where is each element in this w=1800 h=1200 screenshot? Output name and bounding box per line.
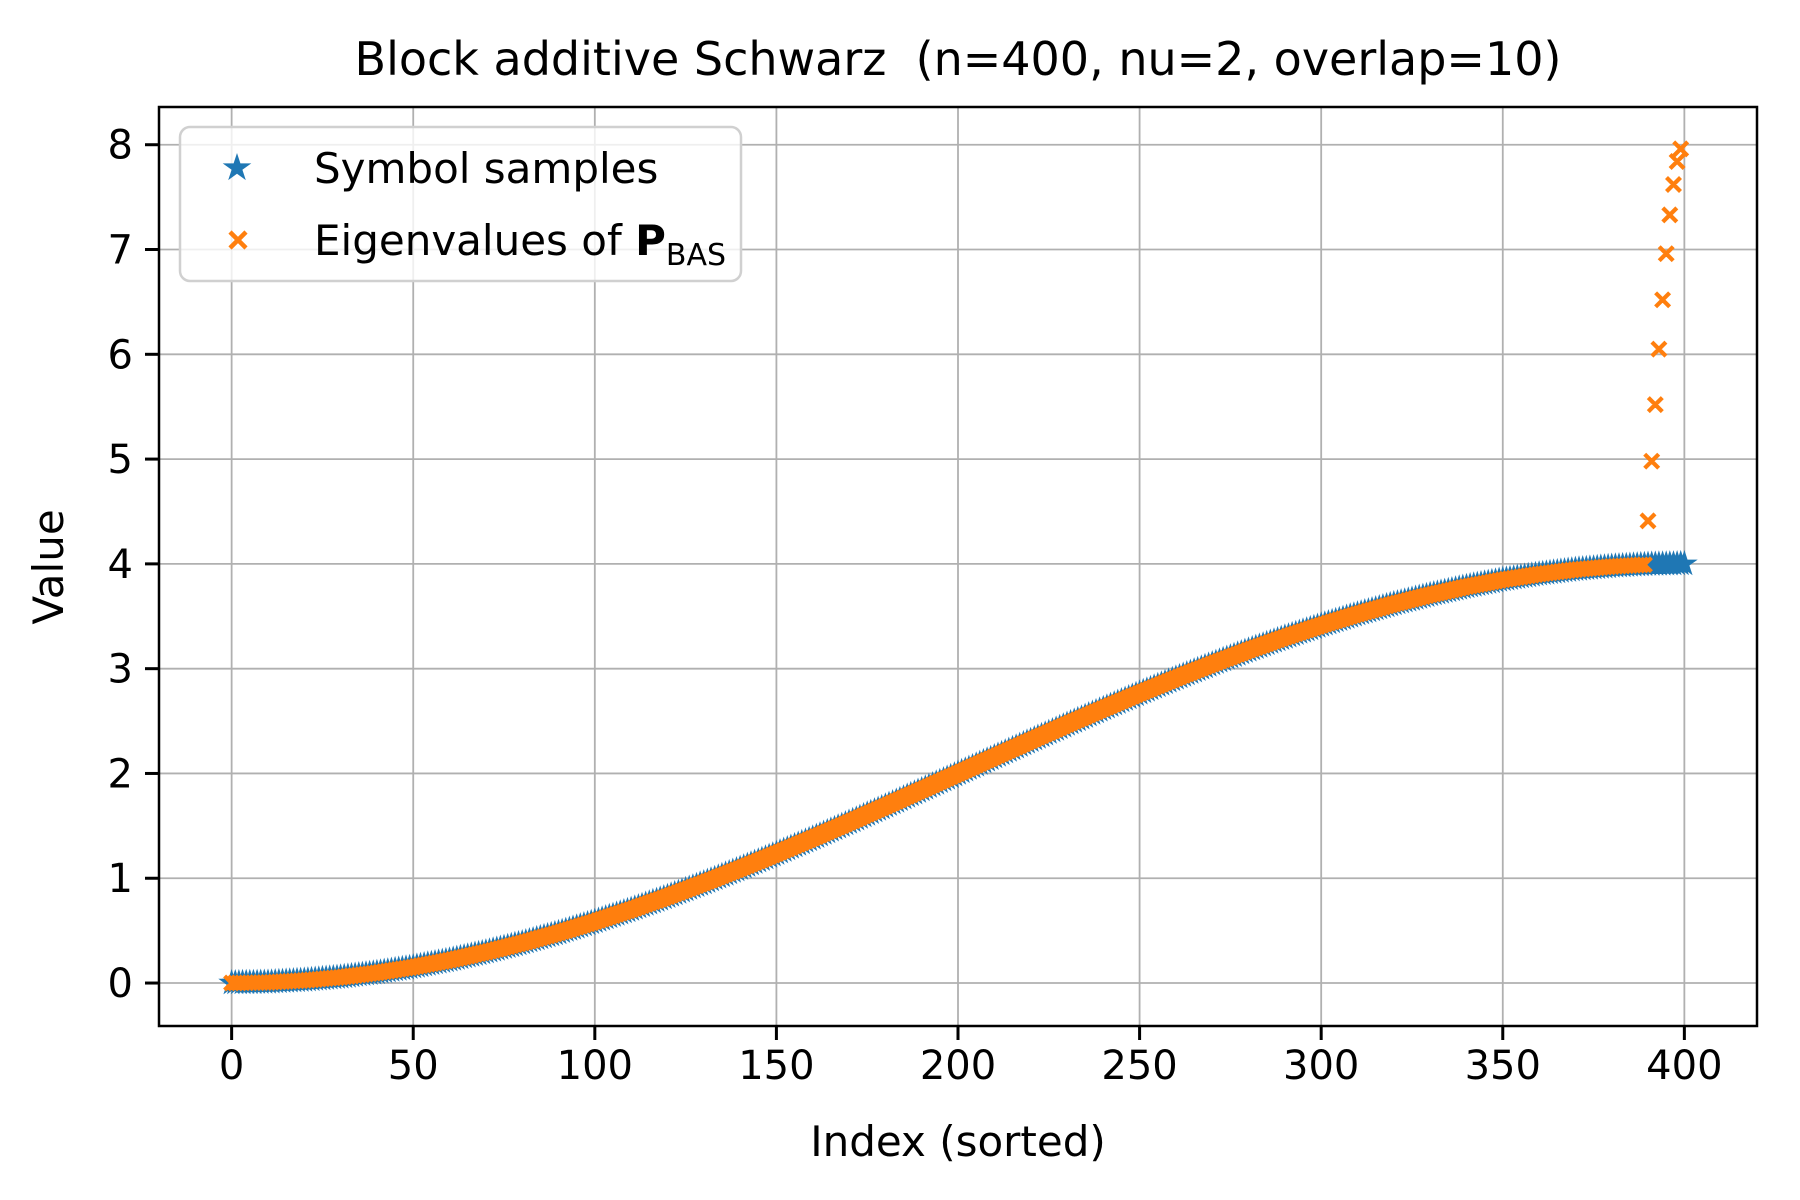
y-tick-label: 0 (108, 961, 133, 1007)
x-tick-label: 250 (1101, 1043, 1177, 1089)
x-tick-label: 150 (738, 1043, 814, 1089)
x-tick-label: 400 (1646, 1043, 1722, 1089)
y-axis-label: Value (24, 509, 73, 624)
legend-label-eigenvalues: Eigenvalues of PBAS (314, 216, 726, 273)
y-tick-label: 6 (108, 332, 133, 378)
axis-ticks: 0 50 100 150 200 250 300 350 400 0 1 2 3 4 5 6 7 8 (108, 123, 1723, 1089)
y-tick-label: 8 (108, 123, 133, 169)
x-tick-label: 200 (920, 1043, 996, 1089)
x-tick-label: 50 (388, 1043, 439, 1089)
legend-star-icon (222, 153, 252, 181)
y-tick-label: 3 (108, 647, 133, 693)
y-tick-label: 5 (108, 437, 133, 483)
y-tick-label: 7 (108, 228, 133, 274)
x-axis-label: Index (sorted) (810, 1117, 1106, 1166)
series-layer (218, 140, 1698, 995)
y-tick-label: 1 (108, 856, 133, 902)
gridlines (159, 107, 1757, 1026)
y-tick-label: 4 (108, 542, 133, 588)
legend: Symbol samples Eigenvalues of PBAS (178, 125, 743, 283)
x-tick-label: 300 (1283, 1043, 1359, 1089)
chart-title: Block additive Schwarz (n=400, nu=2, ove… (355, 32, 1562, 86)
legend-box (178, 125, 743, 283)
x-tick-label: 0 (219, 1043, 244, 1089)
y-tick-label: 2 (108, 751, 133, 797)
x-tick-label: 350 (1465, 1043, 1541, 1089)
legend-x-icon (228, 230, 248, 250)
series-eigenvalues (223, 140, 1690, 992)
legend-label-symbol-samples: Symbol samples (314, 144, 658, 193)
x-tick-label: 100 (557, 1043, 633, 1089)
